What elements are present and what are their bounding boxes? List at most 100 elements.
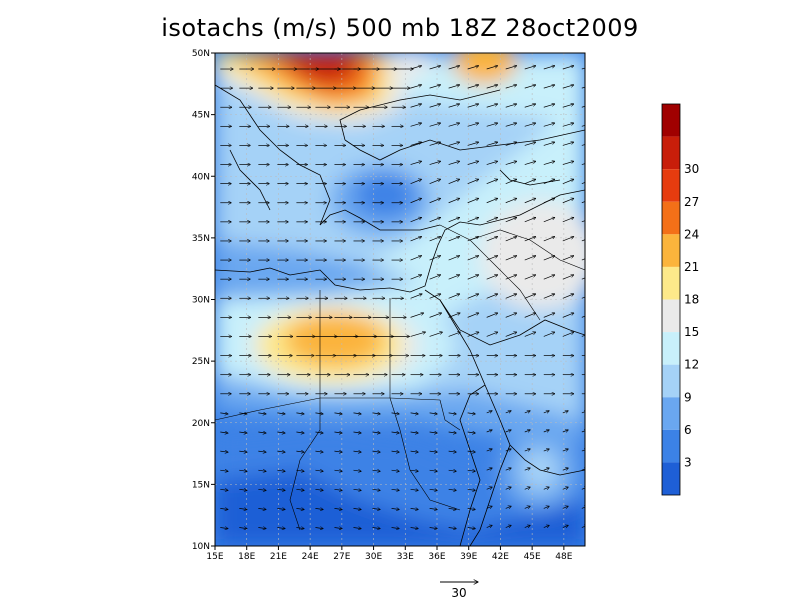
colorbar-segment (662, 169, 680, 202)
lat-tick-label: 20N (192, 419, 210, 429)
wind-arrow (220, 470, 228, 471)
wind-arrow (543, 313, 555, 318)
wind-arrow (543, 487, 550, 489)
wind-arrow (505, 85, 517, 89)
wind-arrow (410, 104, 422, 108)
wind-arrow (524, 294, 536, 299)
wind-arrow (410, 217, 422, 223)
wind-arrow (543, 430, 550, 432)
wind-arrow (410, 123, 422, 127)
wind-arrow (429, 275, 441, 280)
wind-arrow (391, 470, 400, 471)
wind-arrow (410, 237, 422, 242)
wind-arrow (467, 217, 479, 223)
wind-arrow (410, 198, 422, 204)
wind-arrow (410, 470, 419, 471)
wind-arrow (543, 85, 555, 89)
wind-arrow (562, 487, 569, 489)
wind-arrow (581, 67, 585, 70)
wind-arrow (486, 506, 493, 508)
wind-arrow (581, 220, 585, 223)
wind-arrow (258, 470, 266, 471)
wind-arrow (315, 432, 323, 433)
wind-arrow (505, 525, 512, 527)
wind-arrow (467, 332, 479, 337)
wind-arrow (391, 451, 400, 452)
wind-arrow (258, 489, 266, 490)
wind-arrow (429, 104, 441, 108)
lat-tick-label: 15N (192, 480, 210, 490)
wind-arrow (486, 217, 498, 223)
wind-arrow (562, 525, 569, 527)
wind-arrow (524, 85, 536, 89)
wind-arrow (258, 413, 266, 414)
wind-arrow (505, 142, 517, 146)
wind-arrow (467, 142, 479, 146)
wind-arrow (524, 430, 531, 432)
wind-vectors (220, 66, 585, 529)
colorbar-label: 12 (684, 358, 699, 372)
wind-arrow (486, 256, 498, 261)
wind-arrow (562, 332, 574, 337)
wind-arrow (467, 413, 476, 414)
lat-tick-label: 25N (192, 357, 210, 367)
colorbar-segment (662, 364, 680, 398)
wind-arrow (467, 66, 479, 70)
wind-arrow (410, 313, 424, 318)
wind-arrow (581, 277, 585, 280)
wind-arrow (581, 201, 585, 204)
wind-arrow (391, 528, 400, 529)
wind-arrow (467, 104, 479, 108)
wind-arrow (277, 413, 285, 414)
colorbar-label: 6 (684, 423, 692, 437)
wind-arrow (220, 451, 228, 452)
wind-arrow (486, 411, 493, 413)
wind-arrow (505, 487, 512, 489)
wind-arrow (448, 451, 457, 452)
wind-arrow (505, 256, 517, 261)
wind-arrow (448, 413, 457, 414)
wind-arrow (353, 489, 361, 490)
wind-arrow (505, 313, 517, 318)
wind-arrow (524, 487, 531, 489)
lat-axis: 10N 15N 20N 25N 30N 35N 40N 45N 50N (192, 49, 215, 552)
wind-arrow (315, 528, 323, 529)
isotach-field (215, 53, 585, 546)
wind-arrow (258, 528, 266, 529)
lat-tick-label: 30N (192, 296, 210, 306)
wind-arrow (486, 332, 498, 337)
lon-tick-label: 15E (206, 552, 223, 562)
lat-lon-grid (215, 53, 585, 546)
wind-arrow (524, 104, 536, 108)
wind-arrow (524, 313, 536, 318)
wind-arrow (562, 506, 569, 508)
wind-arrow (220, 508, 228, 509)
wind-arrow (505, 237, 517, 242)
wind-arrow (429, 142, 441, 146)
wind-arrow (296, 451, 304, 452)
colorbar-segment (662, 397, 680, 430)
wind-arrow (562, 161, 574, 165)
wind-arrow (296, 470, 304, 471)
lon-tick-label: 39E (460, 552, 477, 562)
wind-arrow (448, 294, 460, 299)
wind-arrow (239, 489, 247, 490)
wind-arrow (448, 528, 457, 529)
wind-arrow (562, 294, 574, 299)
lat-tick-label: 45N (192, 111, 210, 121)
wind-arrow (562, 468, 569, 470)
wind-arrow (467, 489, 476, 490)
wind-arrow (543, 142, 555, 146)
colorbar-segment (662, 136, 680, 170)
wind-arrow (410, 275, 422, 280)
wind-arrow (562, 104, 574, 108)
wind-arrow (277, 432, 285, 433)
wind-arrow (410, 85, 422, 89)
lon-tick-label: 24E (302, 552, 319, 562)
wind-arrow (372, 432, 381, 433)
wind-arrow (410, 432, 419, 433)
wind-arrow (562, 411, 569, 413)
wind-arrow (315, 451, 323, 452)
wind-arrow (562, 66, 574, 70)
wind-arrow (581, 105, 585, 108)
